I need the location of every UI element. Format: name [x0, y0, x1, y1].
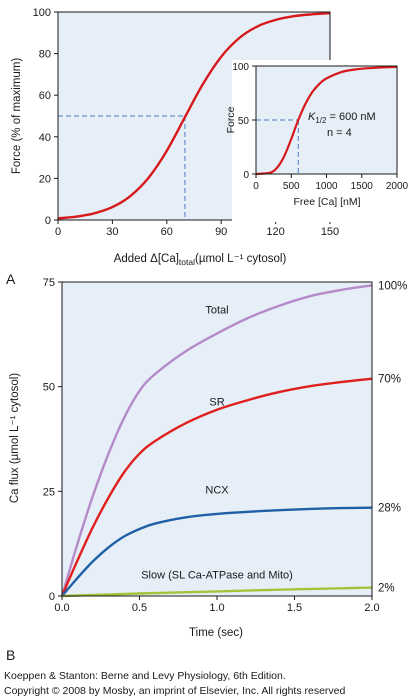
- panel-b-x-axis-label: Time (sec): [189, 627, 243, 639]
- inset-x-tick-label: 500: [283, 181, 300, 192]
- panel-b-x-tick-label: 1.0: [209, 602, 224, 614]
- inset-y-tick-label: 50: [238, 116, 250, 127]
- panel-b-y-tick-label: 50: [43, 382, 55, 394]
- panel-a-x-tick-label: 0: [55, 226, 61, 238]
- inset-x-tick-label: 0: [253, 181, 259, 192]
- panel-a: 0 30 60 90 120 150 0 20 40 60 80 100 Force (% of m…: [6, 7, 410, 287]
- panel-b-end-label-slow-sl-ca-atpase-and-mito: 2%: [378, 583, 395, 595]
- panel-a-x-axis-label: Added Δ[Ca]total(µmol L⁻¹ cytosol): [114, 253, 287, 267]
- panel-b-x-tick-label: 0.5: [132, 602, 147, 614]
- panel-a-x-tick-label: 90: [215, 226, 227, 238]
- panel-a-y-tick-label: 40: [39, 132, 51, 144]
- inset-y-tick-label: 100: [232, 62, 249, 73]
- panel-a-force-curve: [57, 12, 331, 220]
- panel-b-y-tick-label: 0: [49, 591, 55, 603]
- panel-b-y-axis-label: Ca flux (µmol L⁻¹ cytosol): [9, 373, 21, 503]
- panel-b-series-label-sr: SR: [209, 397, 224, 409]
- panel-b-x-tick-label: 2.0: [364, 602, 379, 614]
- panel-b-end-label-ncx: 28%: [378, 503, 401, 515]
- panel-a-y-axis-label: Force (% of maximum): [11, 58, 23, 174]
- panel-b-series-label-ncx: NCX: [205, 484, 229, 496]
- panel-b-percentage-labels: 100% 70% 28% 2%: [378, 280, 407, 594]
- panel-a-y-tick-label: 60: [39, 90, 51, 102]
- panel-a-y-ticks: 0 20 40 60 80 100: [33, 7, 58, 227]
- panel-a-y-tick-label: 20: [39, 173, 51, 185]
- inset-x-tick-label: 2000: [386, 181, 409, 192]
- credit-line-2: Copyright © 2008 by Mosby, an imprint of…: [4, 685, 346, 697]
- panel-a-x-tick-label: 60: [161, 226, 173, 238]
- inset-x-axis-label: Free [Ca] [nM]: [293, 196, 360, 208]
- panel-b-curve-slow-sl-ca-atpase-and-mito: [61, 586, 373, 598]
- panel-a-x-tick-label: 30: [106, 226, 118, 238]
- panel-b-end-label-sr: 70%: [378, 374, 401, 386]
- inset-x-tick-label: 1000: [315, 181, 338, 192]
- inset-plot-background: [256, 66, 397, 174]
- inset-y-tick-label: 0: [243, 170, 249, 181]
- panel-b-curve-ncx: [61, 506, 373, 597]
- panel-b-curve-sr: [60, 377, 373, 597]
- panel-b-x-tick-label: 1.5: [287, 602, 302, 614]
- panel-a-x-tick-label: 120: [266, 226, 284, 238]
- panel-a-x-ticks: 0 30 60 90 120 150: [55, 220, 339, 238]
- panel-a-x-tick-label: 150: [321, 226, 339, 238]
- panel-b-series-label-total: Total: [205, 304, 228, 316]
- panel-b-y-tick-label: 75: [43, 277, 55, 289]
- inset-hill-coefficient-annotation: n = 4: [327, 127, 352, 139]
- inset-y-axis-label: Force: [225, 106, 237, 133]
- panel-a-reference-lines: [58, 115, 186, 220]
- panel-a-inset: 0 500 1000 1500 2000 0 50 100 Force Free [Ca] …: [225, 60, 410, 222]
- panel-a-y-tick-label: 0: [45, 215, 51, 227]
- panel-b-curve-total: [60, 284, 373, 597]
- panel-b-x-tick-label: 0.0: [54, 602, 69, 614]
- panel-b: 0.0 0.5 1.0 1.5 2.0 0 25 50 75 Total SR NCX Slow (…: [6, 277, 407, 663]
- inset-force-curve: [255, 65, 398, 176]
- panel-b-x-ticks: 0.0 0.5 1.0 1.5 2.0: [54, 596, 380, 614]
- panel-b-end-label-total: 100%: [378, 280, 407, 292]
- panel-b-y-ticks: 0 25 50 75: [43, 277, 62, 603]
- inset-reference-lines: [256, 119, 299, 174]
- panel-b-y-tick-label: 25: [43, 486, 55, 498]
- credit-line-1: Koeppen & Stanton: Berne and Levy Physio…: [4, 670, 286, 682]
- panel-b-label: B: [6, 647, 15, 663]
- panel-a-y-tick-label: 100: [33, 7, 51, 19]
- inset-x-ticks: 0 500 1000 1500 2000: [253, 174, 409, 192]
- panel-b-series-label-slow-sl-ca-atpase-and-mito: Slow (SL Ca-ATPase and Mito): [141, 569, 293, 581]
- inset-y-ticks: 0 50 100: [232, 62, 256, 181]
- panel-b-curves: [60, 284, 373, 598]
- panel-a-label: A: [6, 271, 16, 287]
- panel-a-y-tick-label: 80: [39, 49, 51, 61]
- inset-x-tick-label: 1500: [351, 181, 374, 192]
- panel-b-series-labels: Total SR NCX Slow (SL Ca-ATPase and Mito): [141, 304, 293, 581]
- inset-k-half-annotation: K1/2 = 600 nM: [308, 111, 376, 125]
